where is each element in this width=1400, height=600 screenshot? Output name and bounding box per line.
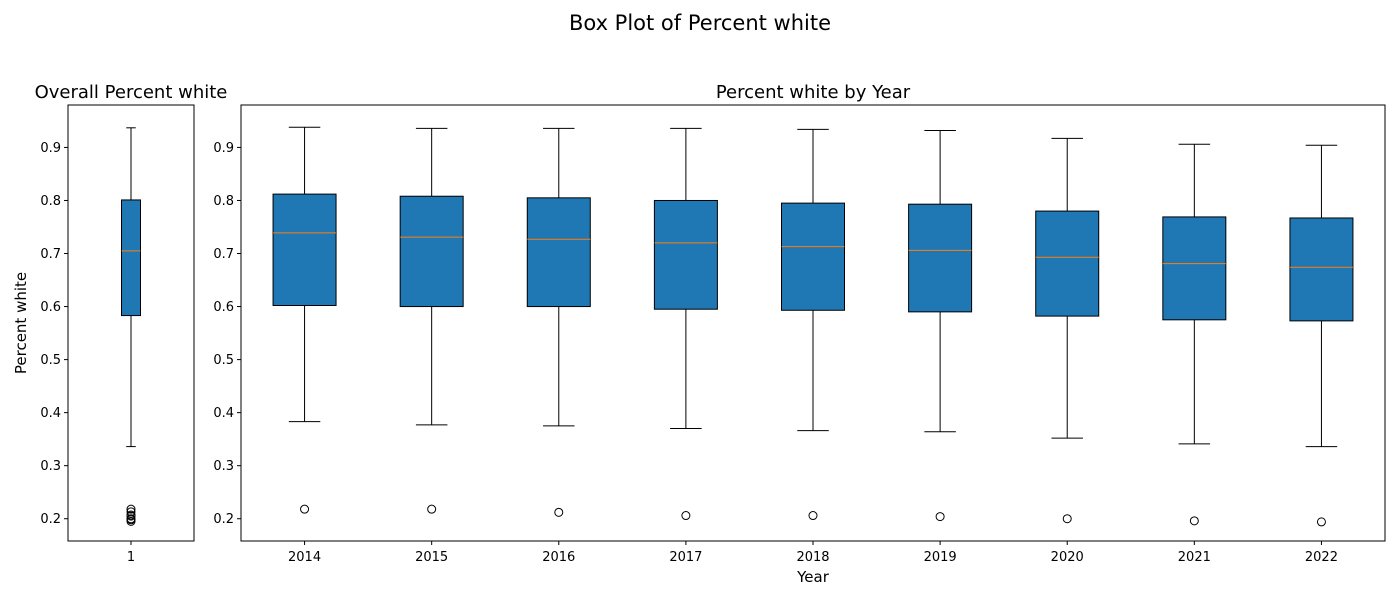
by-year-panel-marks: 0.2 0.3 0.4 0.5 0.6 0.7 0.8 0.9 2014 2015 2016 2017… [213, 126, 1354, 565]
y-tick-label: 0.9 [213, 141, 234, 156]
outlier-point [1062, 514, 1072, 524]
box-2014 [272, 193, 337, 306]
box-2022 [1289, 217, 1354, 322]
x-axis-label: Year [796, 568, 830, 586]
y-tick-label: 0.4 [40, 406, 61, 421]
outlier-point [935, 512, 945, 522]
outlier-point [126, 504, 136, 514]
y-tick-label: 0.7 [213, 247, 234, 262]
box-2021 [1162, 216, 1227, 321]
y-tick-label: 0.8 [213, 194, 234, 209]
overall-panel-marks: 0.2 0.3 0.4 0.5 0.6 0.7 0.8 0.9 1 [40, 127, 141, 565]
box-2020 [1035, 210, 1100, 317]
x-tick-label: 2017 [669, 550, 702, 565]
x-tick-label: 2020 [1051, 550, 1084, 565]
outlier-point [126, 511, 136, 521]
by-year-panel-title: Percent white by Year [716, 82, 911, 103]
y-tick-label: 0.2 [213, 512, 234, 527]
outlier-point [808, 511, 818, 521]
y-tick-label: 0.4 [213, 406, 234, 421]
box-2019 [908, 203, 973, 313]
overall-panel-frame [67, 104, 195, 542]
y-tick-label: 0.3 [213, 459, 234, 474]
y-tick-label: 0.9 [40, 141, 61, 156]
outlier-point [427, 504, 437, 514]
figure-title: Box Plot of Percent white [569, 11, 831, 35]
x-tick-label: 2018 [796, 550, 829, 565]
outlier-point [1316, 517, 1326, 527]
box-2017 [653, 199, 718, 310]
x-tick-label: 2016 [542, 550, 575, 565]
x-tick-label: 2022 [1305, 550, 1338, 565]
overall-panel: Overall Percent white Percent white 0.20… [12, 82, 227, 565]
y-axis-label: Percent white [12, 272, 30, 374]
x-tick-label: 1 [127, 550, 135, 565]
outlier-point [1189, 516, 1199, 526]
x-tick-label: 2015 [415, 550, 448, 565]
outlier-point [681, 511, 691, 521]
y-tick-label: 0.6 [40, 300, 61, 315]
outlier-point [126, 516, 136, 526]
outlier-point [300, 504, 310, 514]
by-year-panel-frame [240, 104, 1386, 542]
box-2015 [399, 195, 464, 308]
x-tick-label: 2021 [1178, 550, 1211, 565]
y-tick-label: 0.5 [213, 353, 234, 368]
box-2018 [781, 202, 845, 311]
y-tick-label: 0.3 [40, 459, 61, 474]
outlier-point [554, 507, 564, 517]
x-tick-label: 2019 [924, 550, 957, 565]
y-tick-label: 0.7 [40, 247, 61, 262]
box-1 [121, 199, 141, 317]
y-tick-label: 0.2 [40, 512, 61, 527]
y-tick-label: 0.6 [213, 300, 234, 315]
y-tick-label: 0.8 [40, 194, 61, 209]
box-2016 [526, 197, 591, 308]
by-year-panel: Percent white by Year Year 0.20.30.40.50… [213, 82, 1386, 586]
x-tick-label: 2014 [288, 550, 321, 565]
overall-panel-title: Overall Percent white [35, 82, 228, 103]
y-tick-label: 0.5 [40, 353, 61, 368]
